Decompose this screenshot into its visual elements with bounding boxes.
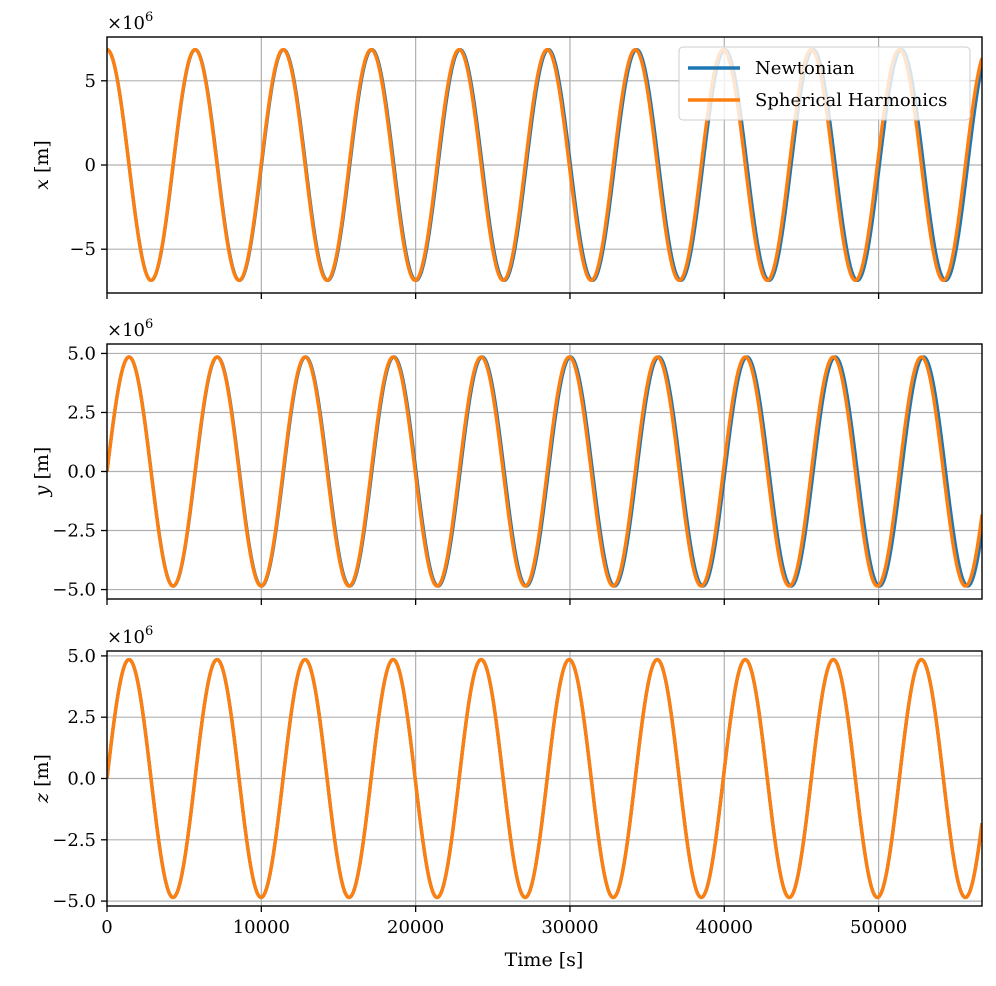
y-tick-label: 5.0 <box>67 646 96 667</box>
y-tick-label: −2.5 <box>52 830 96 851</box>
y-tick-label: −5.0 <box>52 891 96 912</box>
legend-entry: Newtonian <box>755 58 855 79</box>
y-tick-label: 2.5 <box>67 707 96 728</box>
scale-label: ×106 <box>107 317 153 341</box>
y-axis-label: x [m] <box>31 140 53 190</box>
y-tick-label: 0.0 <box>67 769 96 790</box>
series-line-spherical-harmonics <box>107 355 982 588</box>
y-tick-label: −5 <box>69 239 96 260</box>
x-axis-label: Time [s] <box>505 949 584 971</box>
legend-entry: Spherical Harmonics <box>755 90 947 111</box>
y-axis-label: y [m] <box>31 447 53 498</box>
x-tick-label: 20000 <box>387 917 444 938</box>
y-tick-label: 5 <box>85 71 96 92</box>
series-line-spherical-harmonics <box>107 47 982 283</box>
y-axis-label: z [m] <box>31 754 53 804</box>
y-tick-label: 0.0 <box>67 462 96 483</box>
y-tick-label: −2.5 <box>52 521 96 542</box>
x-tick-label: 30000 <box>541 917 598 938</box>
y-tick-label: 0 <box>85 155 96 176</box>
y-tick-label: 5.0 <box>67 343 96 364</box>
subplot-z: 0 10000 20000 30000 40000 50000 −5.0 −2.5 0.0 2.5… <box>31 624 983 938</box>
x-tick-label: 0 <box>101 917 112 938</box>
y-tick-label: −5.0 <box>52 580 96 601</box>
scale-label: ×106 <box>107 10 153 34</box>
x-tick-label: 10000 <box>233 917 290 938</box>
x-tick-label: 50000 <box>850 917 907 938</box>
series-line-spherical-harmonics <box>107 657 982 900</box>
subplot-x: −5 0 5 ×106 x [m] Newtonian Spherical Harmonic… <box>31 10 983 299</box>
subplot-y: −5.0 −2.5 0.0 2.5 5.0 ×106 y [m] <box>31 317 983 605</box>
scale-label: ×106 <box>107 624 153 648</box>
x-tick-label: 40000 <box>696 917 753 938</box>
y-tick-label: 2.5 <box>67 402 96 423</box>
legend: Newtonian Spherical Harmonics <box>678 46 971 121</box>
